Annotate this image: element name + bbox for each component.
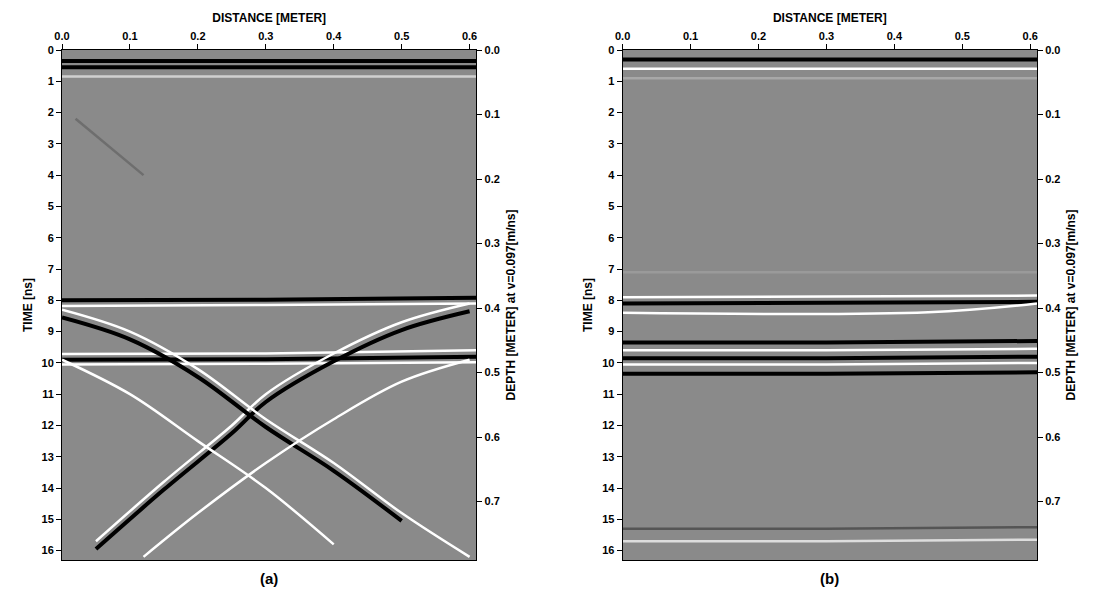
svg-text:10: 10 (42, 357, 54, 369)
svg-text:DISTANCE [METER]: DISTANCE [METER] (773, 11, 887, 25)
svg-text:0.7: 0.7 (485, 495, 500, 507)
svg-text:0.5: 0.5 (955, 30, 970, 42)
svg-text:0: 0 (608, 44, 614, 56)
svg-text:1: 1 (608, 75, 614, 87)
svg-text:TIME [ns]: TIME [ns] (21, 278, 35, 332)
svg-text:11: 11 (603, 388, 615, 400)
svg-text:0.3: 0.3 (1045, 237, 1060, 249)
svg-text:0.5: 0.5 (485, 366, 500, 378)
svg-text:0.0: 0.0 (615, 30, 630, 42)
svg-text:13: 13 (602, 451, 614, 463)
svg-text:0.3: 0.3 (485, 237, 500, 249)
svg-text:0.5: 0.5 (394, 30, 409, 42)
svg-text:0.0: 0.0 (1045, 44, 1060, 56)
svg-text:0.6: 0.6 (462, 30, 477, 42)
svg-text:0.6: 0.6 (1045, 431, 1060, 443)
svg-text:DISTANCE [METER]: DISTANCE [METER] (212, 11, 326, 25)
svg-text:8: 8 (48, 294, 54, 306)
svg-text:7: 7 (48, 263, 54, 275)
svg-text:0.5: 0.5 (1045, 366, 1060, 378)
svg-text:0.1: 0.1 (683, 30, 698, 42)
svg-text:7: 7 (608, 263, 614, 275)
svg-text:0.6: 0.6 (485, 431, 500, 443)
svg-text:0.6: 0.6 (1023, 30, 1038, 42)
svg-text:3: 3 (608, 138, 614, 150)
svg-text:0.3: 0.3 (258, 30, 273, 42)
svg-text:6: 6 (608, 232, 614, 244)
svg-text:0.4: 0.4 (485, 302, 501, 314)
svg-text:12: 12 (42, 419, 54, 431)
svg-text:2: 2 (608, 106, 614, 118)
svg-text:0.7: 0.7 (1045, 495, 1060, 507)
svg-text:13: 13 (42, 451, 54, 463)
svg-text:16: 16 (42, 544, 54, 556)
svg-text:6: 6 (48, 232, 54, 244)
svg-text:15: 15 (602, 513, 614, 525)
svg-text:0.4: 0.4 (887, 30, 903, 42)
svg-text:(b): (b) (820, 570, 839, 587)
svg-text:DEPTH [METER] at v=0.097[m/ns]: DEPTH [METER] at v=0.097[m/ns] (504, 209, 518, 400)
svg-text:0.0: 0.0 (485, 44, 500, 56)
svg-text:0.4: 0.4 (1045, 302, 1061, 314)
svg-text:16: 16 (602, 544, 614, 556)
svg-text:0.2: 0.2 (485, 173, 500, 185)
svg-text:4: 4 (48, 169, 55, 181)
svg-text:0.1: 0.1 (122, 30, 137, 42)
svg-text:2: 2 (48, 106, 54, 118)
svg-text:0: 0 (48, 44, 54, 56)
svg-text:0.4: 0.4 (326, 30, 342, 42)
svg-text:(a): (a) (260, 570, 278, 587)
svg-text:9: 9 (48, 325, 54, 337)
svg-text:3: 3 (48, 138, 54, 150)
svg-text:12: 12 (602, 419, 614, 431)
svg-text:14: 14 (42, 482, 55, 494)
svg-text:8: 8 (608, 294, 614, 306)
svg-text:9: 9 (608, 325, 614, 337)
svg-text:0.2: 0.2 (1045, 173, 1060, 185)
svg-text:15: 15 (42, 513, 54, 525)
svg-text:10: 10 (602, 357, 614, 369)
svg-text:0.1: 0.1 (485, 108, 500, 120)
svg-text:DEPTH [METER] at v=0.097[m/ns]: DEPTH [METER] at v=0.097[m/ns] (1064, 209, 1078, 400)
svg-text:14: 14 (602, 482, 615, 494)
svg-text:0.2: 0.2 (190, 30, 205, 42)
svg-text:5: 5 (48, 200, 54, 212)
svg-text:11: 11 (42, 388, 54, 400)
svg-text:1: 1 (48, 75, 54, 87)
svg-text:5: 5 (608, 200, 614, 212)
svg-text:0.3: 0.3 (819, 30, 834, 42)
svg-text:0.1: 0.1 (1045, 108, 1060, 120)
svg-text:0.2: 0.2 (751, 30, 766, 42)
svg-text:0.0: 0.0 (54, 30, 69, 42)
svg-text:TIME [ns]: TIME [ns] (581, 278, 595, 332)
svg-text:4: 4 (608, 169, 615, 181)
